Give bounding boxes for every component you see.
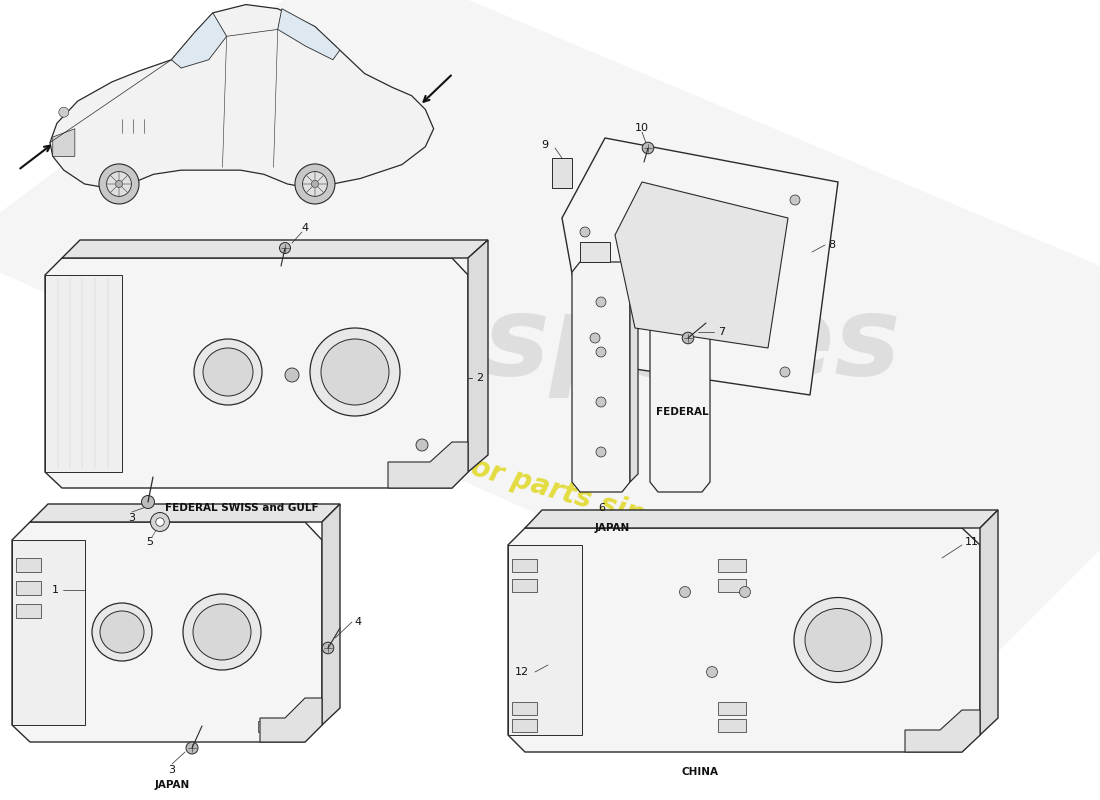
Polygon shape: [525, 510, 998, 528]
Circle shape: [590, 333, 600, 343]
Polygon shape: [53, 129, 75, 156]
Text: 4: 4: [301, 223, 309, 233]
Ellipse shape: [321, 339, 389, 405]
Text: 8: 8: [828, 240, 836, 250]
Bar: [512, 559, 537, 572]
Text: 3: 3: [168, 765, 176, 775]
Circle shape: [416, 439, 428, 451]
Bar: [718, 559, 746, 572]
Polygon shape: [12, 522, 322, 742]
Polygon shape: [50, 5, 433, 188]
Circle shape: [295, 164, 336, 204]
Circle shape: [58, 107, 69, 118]
Bar: [16, 581, 41, 595]
Text: 3: 3: [129, 513, 135, 523]
Ellipse shape: [194, 339, 262, 405]
Polygon shape: [12, 540, 85, 725]
Text: FEDERAL: FEDERAL: [656, 407, 708, 417]
Circle shape: [780, 367, 790, 377]
Text: FEDERAL SWISS and GULF: FEDERAL SWISS and GULF: [165, 503, 319, 513]
Polygon shape: [508, 528, 980, 752]
Ellipse shape: [794, 598, 882, 682]
Circle shape: [790, 195, 800, 205]
Circle shape: [596, 447, 606, 457]
Circle shape: [682, 332, 694, 344]
Ellipse shape: [204, 348, 253, 396]
Text: 4: 4: [354, 617, 362, 627]
Text: JAPAN: JAPAN: [594, 523, 629, 533]
Circle shape: [311, 180, 319, 187]
Text: 5: 5: [146, 537, 154, 547]
Text: 6: 6: [598, 503, 605, 513]
Circle shape: [156, 518, 164, 526]
Polygon shape: [615, 182, 788, 348]
Circle shape: [680, 586, 691, 598]
Circle shape: [322, 642, 333, 654]
Polygon shape: [260, 698, 322, 742]
Text: CHINA: CHINA: [682, 767, 718, 777]
Bar: [16, 604, 41, 618]
Text: JAPAN: JAPAN: [154, 780, 189, 790]
Circle shape: [186, 742, 198, 754]
Polygon shape: [45, 275, 122, 472]
Circle shape: [151, 513, 169, 531]
Ellipse shape: [92, 603, 152, 661]
Polygon shape: [277, 9, 340, 60]
Polygon shape: [45, 258, 468, 488]
Text: eurospares: eurospares: [199, 291, 901, 398]
Ellipse shape: [100, 611, 144, 653]
Polygon shape: [572, 262, 630, 492]
Text: 12: 12: [515, 667, 529, 677]
Circle shape: [706, 666, 717, 678]
Circle shape: [739, 586, 750, 598]
Bar: [258, 721, 273, 732]
Bar: [512, 702, 537, 715]
Polygon shape: [62, 240, 488, 258]
Circle shape: [285, 368, 299, 382]
Text: a passion for parts since 1985: a passion for parts since 1985: [305, 406, 766, 563]
Text: 1: 1: [52, 585, 58, 595]
Polygon shape: [172, 13, 227, 68]
Polygon shape: [552, 158, 572, 188]
Text: 7: 7: [718, 327, 726, 337]
Polygon shape: [388, 442, 467, 488]
Circle shape: [596, 297, 606, 307]
Polygon shape: [508, 545, 582, 735]
Circle shape: [116, 180, 122, 187]
Polygon shape: [630, 264, 638, 482]
Polygon shape: [468, 240, 488, 472]
Polygon shape: [322, 504, 340, 725]
Bar: [718, 719, 746, 732]
Circle shape: [279, 242, 290, 254]
Polygon shape: [30, 504, 340, 522]
Bar: [718, 579, 746, 592]
Circle shape: [596, 347, 606, 357]
Bar: [278, 721, 293, 732]
Bar: [512, 719, 537, 732]
Ellipse shape: [310, 328, 400, 416]
Circle shape: [596, 397, 606, 407]
Circle shape: [142, 495, 154, 509]
Text: 2: 2: [476, 373, 484, 383]
Ellipse shape: [183, 594, 261, 670]
Text: 11: 11: [965, 537, 979, 547]
Circle shape: [99, 164, 139, 204]
Polygon shape: [905, 710, 980, 752]
Polygon shape: [0, 0, 1100, 700]
Circle shape: [302, 171, 328, 196]
Ellipse shape: [805, 609, 871, 671]
Ellipse shape: [192, 604, 251, 660]
Circle shape: [642, 142, 653, 154]
Polygon shape: [562, 138, 838, 395]
Bar: [16, 558, 41, 572]
Polygon shape: [650, 308, 710, 492]
Text: 9: 9: [541, 140, 549, 150]
Text: 10: 10: [635, 123, 649, 133]
Polygon shape: [980, 510, 998, 735]
Polygon shape: [580, 242, 611, 262]
Circle shape: [107, 171, 131, 196]
Circle shape: [580, 227, 590, 237]
Bar: [512, 579, 537, 592]
Bar: [718, 702, 746, 715]
